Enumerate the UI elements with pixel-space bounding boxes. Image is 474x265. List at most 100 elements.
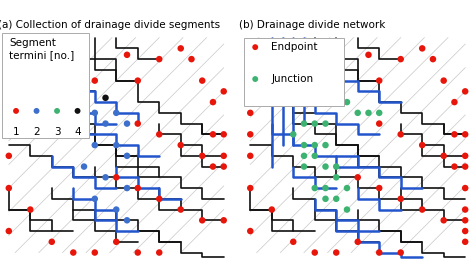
Point (220, 218, 228, 222)
Point (354, 240, 362, 244)
Point (27, 100, 34, 104)
Point (91, 197, 99, 201)
Point (290, 53, 297, 57)
Point (123, 121, 131, 126)
Point (246, 186, 254, 190)
Point (80, 165, 88, 169)
Point (91, 250, 99, 255)
Point (397, 197, 404, 201)
Point (461, 218, 469, 222)
FancyBboxPatch shape (2, 33, 89, 138)
Point (123, 53, 131, 57)
Point (220, 132, 228, 136)
Point (375, 121, 383, 126)
Point (300, 143, 308, 147)
Point (322, 197, 329, 201)
Point (27, 68, 34, 72)
Point (134, 121, 142, 126)
Point (419, 46, 426, 51)
Point (375, 250, 383, 255)
Point (102, 175, 109, 179)
Point (311, 250, 319, 255)
Point (332, 78, 340, 83)
Point (123, 154, 131, 158)
Point (290, 240, 297, 244)
Point (91, 78, 99, 83)
Point (199, 154, 206, 158)
Point (155, 132, 163, 136)
Point (311, 154, 319, 158)
Text: (a) Collection of drainage divide segments: (a) Collection of drainage divide segmen… (0, 20, 220, 30)
Point (246, 154, 254, 158)
Point (322, 89, 329, 94)
Point (37, 57, 45, 61)
Point (80, 121, 88, 126)
Point (311, 68, 319, 72)
Point (451, 132, 458, 136)
Point (451, 100, 458, 104)
Point (451, 165, 458, 169)
Point (134, 78, 142, 83)
Point (461, 154, 469, 158)
Point (134, 250, 142, 255)
Point (461, 229, 469, 233)
Point (5, 186, 13, 190)
Point (10, 236, 18, 241)
Point (440, 154, 447, 158)
Point (70, 96, 77, 100)
Point (5, 78, 13, 83)
Point (440, 78, 447, 83)
Point (199, 78, 206, 83)
Point (220, 154, 228, 158)
Point (123, 186, 131, 190)
Point (343, 100, 351, 104)
Point (48, 78, 55, 83)
Point (322, 186, 329, 190)
Point (246, 229, 254, 233)
Point (209, 132, 217, 136)
Point (188, 57, 195, 61)
Text: Endpoint: Endpoint (271, 42, 318, 52)
Point (257, 40, 265, 44)
Point (268, 46, 275, 51)
Point (246, 78, 254, 83)
Point (16, 40, 23, 44)
Point (134, 186, 142, 190)
Point (461, 165, 469, 169)
Point (354, 175, 362, 179)
Text: 4: 4 (74, 127, 81, 137)
FancyBboxPatch shape (244, 38, 344, 106)
Point (375, 186, 383, 190)
Point (5, 154, 13, 158)
Point (5, 229, 13, 233)
Point (322, 165, 329, 169)
Point (332, 175, 340, 179)
Point (429, 57, 437, 61)
Point (155, 250, 163, 255)
Point (80, 132, 88, 136)
Point (332, 165, 340, 169)
Point (59, 83, 66, 87)
Point (70, 250, 77, 255)
Point (112, 111, 120, 115)
Text: 3: 3 (54, 127, 60, 137)
Point (311, 143, 319, 147)
Point (220, 89, 228, 94)
Point (6, 236, 14, 241)
Point (155, 57, 163, 61)
Point (461, 207, 469, 212)
Point (112, 240, 120, 244)
Point (112, 143, 120, 147)
Point (247, 231, 255, 235)
Text: 1: 1 (13, 127, 19, 137)
Point (461, 89, 469, 94)
Point (397, 57, 404, 61)
Point (354, 111, 362, 115)
Point (322, 143, 329, 147)
Point (397, 250, 404, 255)
Point (209, 100, 217, 104)
Point (365, 111, 372, 115)
Point (59, 68, 66, 72)
Point (70, 111, 77, 115)
Point (59, 121, 66, 126)
